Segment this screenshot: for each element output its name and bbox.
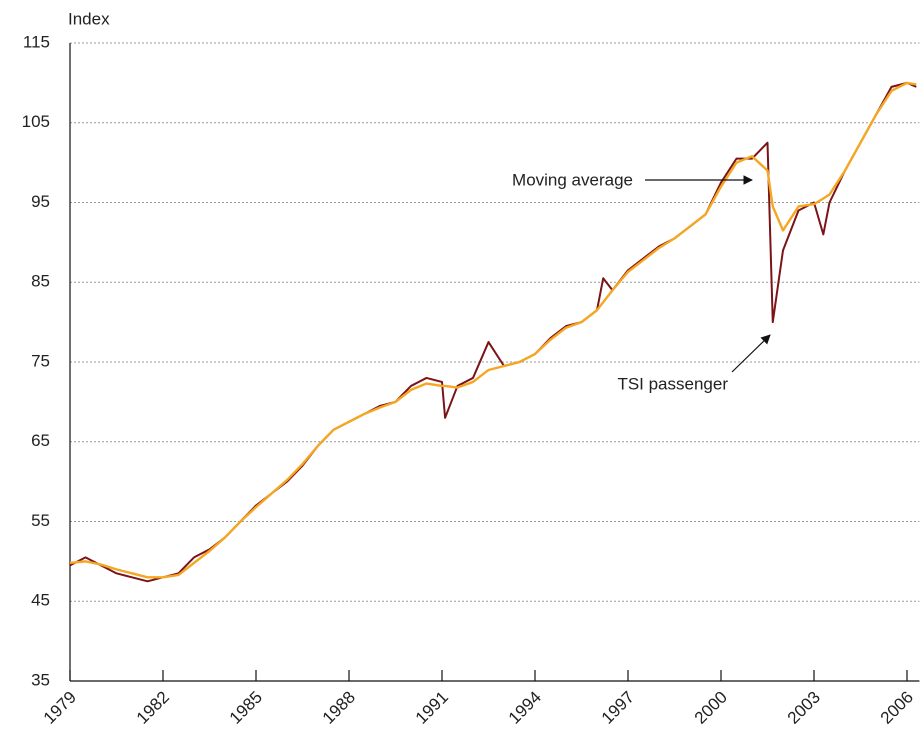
annotation: Moving average — [512, 170, 633, 189]
y-tick-label: 75 — [31, 351, 50, 370]
y-tick-label: 55 — [31, 511, 50, 530]
y-tick-label: 85 — [31, 272, 50, 291]
x-tick-label: 1991 — [412, 688, 452, 728]
x-tick-label: 2006 — [877, 688, 917, 728]
y-tick-label: 105 — [22, 112, 50, 131]
x-tick-label: 1988 — [319, 688, 359, 728]
y-axis-label: Index — [68, 9, 110, 28]
x-tick-label: 1982 — [133, 688, 173, 728]
annotation-arrow — [731, 334, 771, 373]
x-tick-label: 1994 — [505, 688, 545, 728]
data-line — [69, 81, 917, 583]
x-tick-label: 1997 — [598, 688, 638, 728]
x-tick-label: 2000 — [691, 688, 731, 728]
x-tick-label: 1979 — [40, 688, 80, 728]
x-tick-label: 2003 — [784, 688, 824, 728]
y-tick-label: 65 — [31, 431, 50, 450]
data-line — [69, 81, 917, 579]
y-tick-label: 45 — [31, 591, 50, 610]
y-tick-label: 35 — [31, 670, 50, 689]
plot-area: 35 45 55 65 75 85 95 105 115 1979 1982 1985 1988 1991… — [22, 32, 920, 728]
x-tick-label: 1985 — [226, 688, 266, 728]
y-tick-label: 95 — [31, 192, 50, 211]
annotation: TSI passenger — [617, 374, 728, 393]
y-tick-label: 115 — [23, 32, 50, 51]
